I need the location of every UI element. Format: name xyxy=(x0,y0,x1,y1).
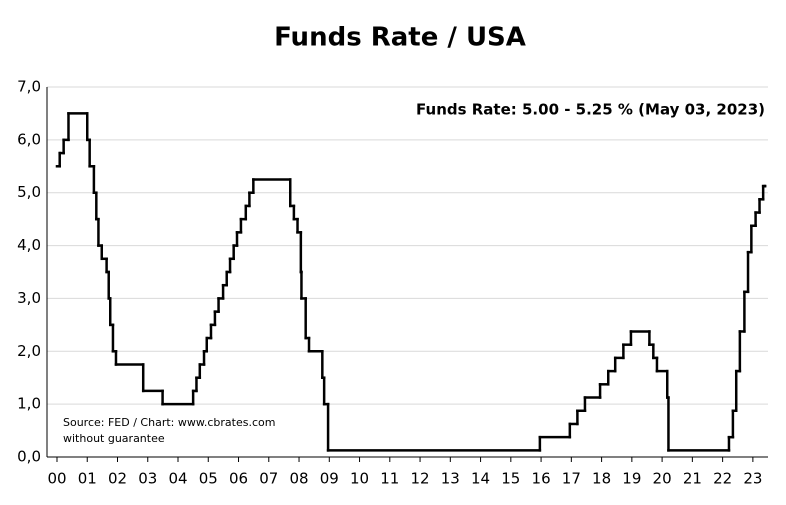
y-tick-label: 6,0 xyxy=(17,130,41,148)
chart-title: Funds Rate / USA xyxy=(274,23,526,53)
x-tick-label: 23 xyxy=(743,470,762,488)
x-tick-label: 04 xyxy=(168,470,187,488)
annotation: Funds Rate: 5.00 - 5.25 % (May 03, 2023) xyxy=(416,101,765,119)
y-tick-label: 5,0 xyxy=(17,183,41,201)
x-tick-label: 10 xyxy=(350,470,369,488)
x-tick-label: 01 xyxy=(78,470,97,488)
x-tick-label: 09 xyxy=(320,470,339,488)
x-tick-label: 21 xyxy=(683,470,702,488)
x-tick-label: 05 xyxy=(199,470,218,488)
x-tick-label: 14 xyxy=(471,470,490,488)
x-tick-label: 13 xyxy=(441,470,460,488)
x-tick-label: 02 xyxy=(108,470,127,488)
x-tick-label: 11 xyxy=(380,470,399,488)
x-tick-label: 03 xyxy=(138,470,157,488)
y-tick-label: 4,0 xyxy=(17,236,41,254)
y-tick-label: 3,0 xyxy=(17,289,41,307)
x-tick-label: 16 xyxy=(532,470,551,488)
source: without guarantee xyxy=(63,432,165,445)
y-tick-label: 2,0 xyxy=(17,342,41,360)
x-tick-label: 15 xyxy=(501,470,520,488)
x-tick-label: 07 xyxy=(259,470,278,488)
x-tick-label: 18 xyxy=(592,470,611,488)
x-tick-label: 20 xyxy=(653,470,672,488)
y-tick-label: 0,0 xyxy=(17,448,41,466)
y-tick-label: 7,0 xyxy=(17,78,41,96)
x-tick-label: 00 xyxy=(47,470,66,488)
y-tick-label: 1,0 xyxy=(17,395,41,413)
x-tick-label: 12 xyxy=(411,470,430,488)
source: Source: FED / Chart: www.cbrates.com xyxy=(63,416,275,429)
x-tick-label: 17 xyxy=(562,470,581,488)
x-tick-label: 22 xyxy=(713,470,732,488)
x-tick-label: 19 xyxy=(622,470,641,488)
x-tick-label: 08 xyxy=(289,470,308,488)
x-tick-label: 06 xyxy=(229,470,248,488)
